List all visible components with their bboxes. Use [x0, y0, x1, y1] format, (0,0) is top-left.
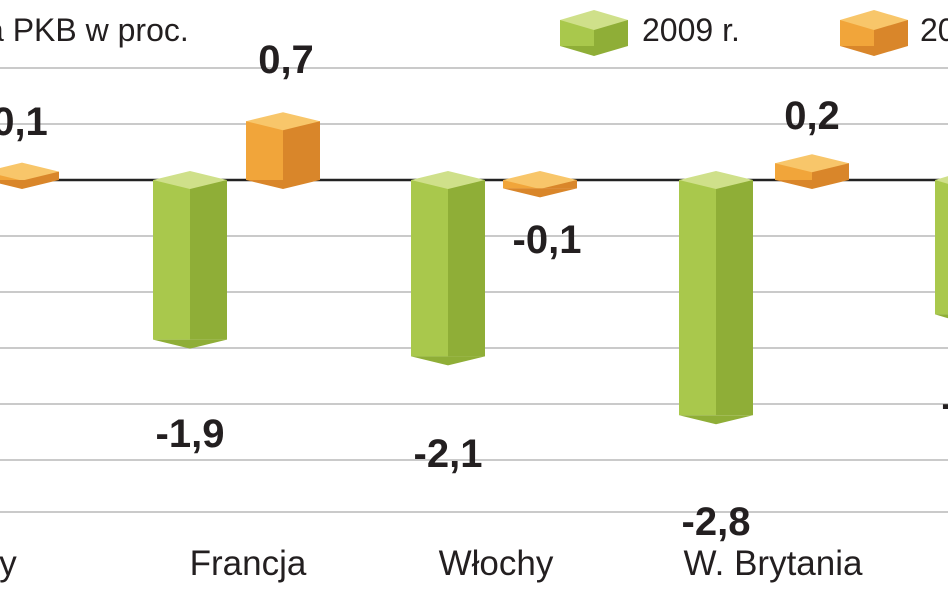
- bar-2009-1-base: [153, 339, 227, 349]
- value-label-francja-20: 0,7: [258, 38, 314, 82]
- bar-2010-0-base: [0, 180, 59, 189]
- legend-label-20: 20: [920, 12, 948, 48]
- bar-2009-partial-base: [935, 314, 948, 319]
- category-label-francja: Francja: [189, 544, 307, 583]
- bar-2010-0-top: [0, 162, 59, 181]
- bar-2009-3: [679, 171, 753, 425]
- bar-2010-1-top: [246, 112, 320, 131]
- bar-2009-3-front: [679, 180, 716, 416]
- bar-2010-1-side: [283, 121, 320, 180]
- value-label-wlochy-20: -0,1: [512, 218, 582, 262]
- bar-2009-3-top: [679, 171, 753, 189]
- value-label-wlochy-2009: -2,1: [413, 432, 483, 476]
- legend-icon-2009: [560, 10, 628, 56]
- value-label-francja-2009: -1,9: [155, 412, 225, 456]
- bar-2009-2-top: [411, 171, 485, 189]
- legend-icon-20: [840, 10, 908, 56]
- bar-2009-2-front: [411, 180, 448, 357]
- bar-2010-3-top: [775, 154, 849, 173]
- bar-2010-2: [503, 171, 577, 198]
- bar-2010-1: [246, 112, 320, 189]
- bar-2010-2-base: [503, 188, 577, 198]
- bar-2009-2-side: [448, 180, 485, 357]
- legend-label-2009: 2009 r.: [642, 12, 740, 48]
- value-label-wbrytania-2009: -2,8: [681, 500, 751, 544]
- bar-2010-1-base: [246, 180, 320, 189]
- bar-2009-partial: [935, 176, 948, 319]
- value-label-partial-2009: -: [941, 382, 948, 427]
- bar-2010-3: [775, 154, 849, 189]
- legend-icons: [560, 10, 908, 56]
- bar-2009-1-top: [153, 171, 227, 189]
- bar-2009-1-side: [190, 180, 227, 340]
- value-label-wbrytania-20: 0,2: [784, 94, 840, 138]
- category-label-wbrytania: W. Brytania: [683, 544, 863, 583]
- bar-2009-2: [411, 171, 485, 366]
- bar-2009-3-side: [716, 180, 753, 416]
- bar-2010-1-front: [246, 121, 283, 180]
- value-label-first-20: 0,1: [0, 100, 48, 144]
- bar-2009-2-base: [411, 356, 485, 366]
- y-axis-label: a PKB w proc.: [0, 12, 189, 48]
- bar-2009-partial-top: [935, 176, 948, 184]
- bar-2009-1: [153, 171, 227, 349]
- bar-2010-3-base: [775, 180, 849, 189]
- bars: [0, 112, 948, 425]
- bar-2009-partial-front: [935, 180, 948, 315]
- bar-2009-1-front: [153, 180, 190, 340]
- bar-2010-2-top: [503, 171, 577, 189]
- category-label-first: y: [0, 544, 17, 583]
- category-label-wlochy: Włochy: [438, 544, 554, 583]
- bar-2009-3-base: [679, 415, 753, 425]
- bar-2010-0: [0, 162, 59, 189]
